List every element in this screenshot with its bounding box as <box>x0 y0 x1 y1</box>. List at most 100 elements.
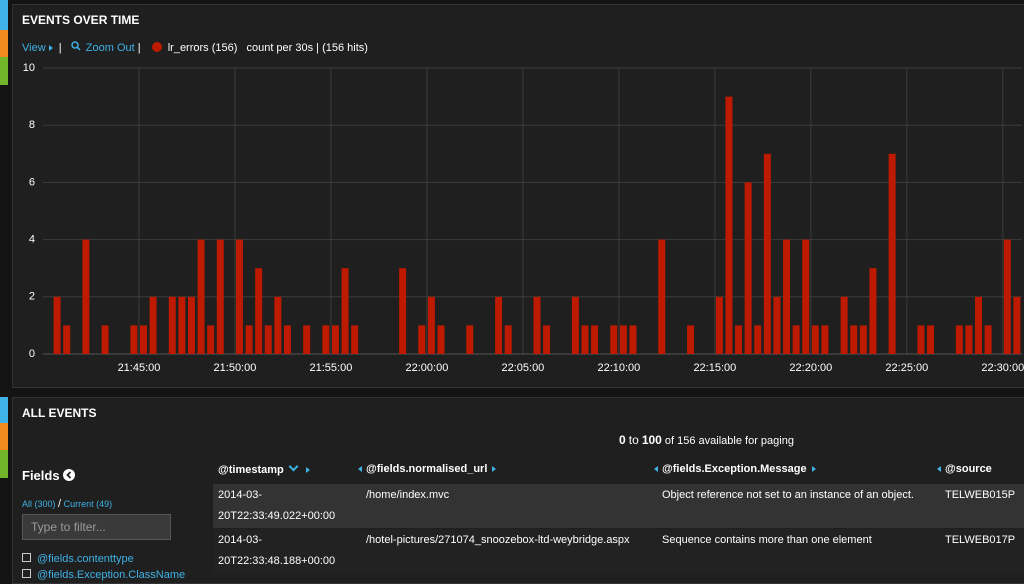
bar <box>82 239 90 354</box>
fields-title: Fields <box>22 468 76 483</box>
checkbox <box>22 569 31 578</box>
bar <box>207 325 215 354</box>
paging-to: 100 <box>641 433 662 447</box>
x-tick-label: 22:30:00 <box>981 362 1024 374</box>
bar <box>917 325 925 354</box>
table-cell: 2014-03-20T22:33:49.022+00:00 <box>218 489 336 522</box>
y-tick-label: 4 <box>29 234 35 246</box>
y-tick-label: 6 <box>29 176 35 188</box>
table-cell: /home/index.mvc <box>366 489 450 501</box>
legend-label[interactable]: lr_errors (156) <box>167 42 238 54</box>
filter-input[interactable]: Type to filter... <box>22 514 171 540</box>
field-name: @fields.contenttype <box>37 553 134 565</box>
bar <box>965 325 973 354</box>
bar <box>255 268 263 354</box>
bar <box>975 296 983 354</box>
paging-rest: of 156 available for paging <box>664 435 794 447</box>
chart: 0 2 4 6 8 10 21:45:00 21:50:00 21:55:00 22:00:00 2… <box>23 62 1024 374</box>
interval-label: count per 30s | (156 hits) <box>246 42 368 54</box>
bar <box>792 325 800 354</box>
bar <box>274 296 282 354</box>
bar <box>235 239 243 354</box>
bar <box>187 296 195 354</box>
bar <box>418 325 426 354</box>
bar <box>927 325 935 354</box>
bar <box>715 296 723 354</box>
table-cell: TELWEB017P <box>945 534 1016 546</box>
bar <box>1003 239 1011 354</box>
column-header[interactable]: @fields.Exception.Message <box>654 463 816 475</box>
bar <box>533 296 541 354</box>
bar <box>571 296 579 354</box>
bar <box>754 325 762 354</box>
bar <box>63 325 71 354</box>
move-left <box>654 466 658 472</box>
bar <box>543 325 551 354</box>
field-item[interactable]: @fields.Exception.ClassName <box>22 567 185 583</box>
move-right <box>492 466 497 472</box>
x-tick-label: 22:05:00 <box>501 362 544 374</box>
bar <box>591 325 599 354</box>
collapse-icon[interactable] <box>63 469 76 481</box>
bar <box>197 239 205 354</box>
toolbar: View | Zoom Out | lr_errors (156) count … <box>22 41 368 54</box>
paging: 0 to 100 of 156 available for paging <box>619 433 794 447</box>
row-bg <box>213 529 1024 573</box>
x-tick-label: 21:50:00 <box>214 362 257 374</box>
slash: / <box>58 498 62 510</box>
bar <box>437 325 445 354</box>
current-fields-link[interactable]: Current (49) <box>63 499 113 509</box>
bar <box>130 325 138 354</box>
bar <box>888 153 896 354</box>
bar <box>178 296 186 354</box>
bar <box>245 325 253 354</box>
column-name: @source <box>945 463 992 475</box>
view-link[interactable]: View <box>22 42 46 54</box>
bar <box>687 325 695 354</box>
bar <box>811 325 819 354</box>
bar <box>283 325 291 354</box>
zoom-icon <box>70 41 81 51</box>
bar <box>783 239 791 354</box>
row-bg <box>213 484 1024 528</box>
x-tick-label: 22:00:00 <box>406 362 449 374</box>
bar <box>1013 296 1021 354</box>
separator: | <box>58 42 62 54</box>
table-cell: TELWEB015P <box>945 489 1016 501</box>
x-tick-label: 22:10:00 <box>597 362 640 374</box>
bar <box>629 325 637 354</box>
bar <box>840 296 848 354</box>
field-item[interactable]: @fields.contenttype <box>22 551 185 567</box>
color-strip <box>0 450 8 478</box>
bar <box>101 325 109 354</box>
bar <box>869 268 877 354</box>
bar <box>744 182 752 354</box>
sort-icon <box>288 461 299 472</box>
x-tick-label: 21:55:00 <box>310 362 353 374</box>
column-header[interactable]: @fields.normalised_url <box>358 463 497 475</box>
all-fields-link[interactable]: All (300) <box>22 499 56 509</box>
color-strip <box>0 423 8 450</box>
column-header[interactable]: @source <box>937 463 992 475</box>
column-header[interactable]: @timestamp <box>218 461 310 476</box>
bar <box>341 268 349 354</box>
bar <box>168 296 176 354</box>
table-cell: 2014-03-20T22:33:48.188+00:00 <box>218 534 336 567</box>
zoom-out-link[interactable]: Zoom Out <box>85 42 135 54</box>
panel-title: ALL EVENTS <box>22 406 97 420</box>
bar <box>264 325 272 354</box>
paging-to-word: to <box>628 433 639 447</box>
bar <box>427 296 435 354</box>
bar <box>619 325 627 354</box>
x-tick-label: 21:45:00 <box>118 362 161 374</box>
bar <box>725 96 733 354</box>
bar <box>821 325 829 354</box>
color-strip <box>0 30 8 57</box>
view-arrow <box>48 45 53 51</box>
bar <box>850 325 858 354</box>
table-cell: Object reference not set to an instance … <box>662 489 914 501</box>
checkbox <box>22 553 31 562</box>
bar <box>322 325 330 354</box>
table-cell: Sequence contains more than one element <box>662 534 872 546</box>
bar <box>610 325 618 354</box>
